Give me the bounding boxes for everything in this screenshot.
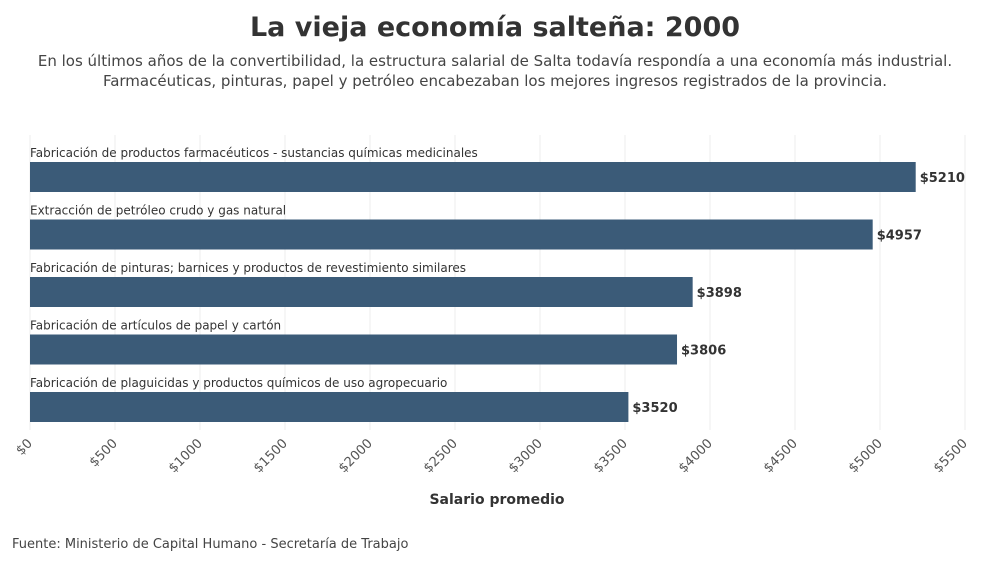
- bar: [30, 219, 873, 250]
- x-tick-label: $5000: [846, 436, 886, 476]
- category-label: Fabricación de plaguicidas y productos q…: [30, 376, 447, 390]
- category-label: Fabricación de artículos de papel y cart…: [30, 319, 281, 333]
- x-tick-label: $1500: [251, 436, 291, 476]
- category-label: Fabricación de pinturas; barnices y prod…: [30, 261, 466, 275]
- value-label: $3898: [697, 286, 742, 301]
- x-tick-label: $5500: [931, 436, 971, 476]
- category-label: Extracción de petróleo crudo y gas natur…: [30, 204, 286, 218]
- value-label: $3806: [681, 344, 726, 359]
- bar: [30, 277, 693, 307]
- value-label: $4957: [877, 229, 922, 244]
- bar: [30, 162, 916, 192]
- x-axis-title: Salario promedio: [429, 492, 564, 508]
- value-label: $5210: [920, 171, 965, 186]
- chart-title: La vieja economía salteña: 2000: [250, 12, 740, 43]
- x-tick-label: $2500: [421, 436, 461, 476]
- x-tick-label: $2000: [336, 436, 376, 476]
- x-tick-label: $0: [14, 436, 36, 458]
- x-tick-label: $4500: [761, 436, 801, 476]
- bar: [30, 334, 678, 365]
- x-tick-label: $3000: [506, 436, 546, 476]
- x-tick-label: $4000: [676, 436, 716, 476]
- x-tick-label: $1000: [166, 436, 206, 476]
- chart-subtitle: Farmacéuticas, pinturas, papel y petróle…: [103, 72, 887, 90]
- x-tick-label: $500: [87, 436, 121, 470]
- chart-subtitle: En los últimos años de la convertibilida…: [38, 52, 952, 70]
- x-tick-label: $3500: [591, 436, 631, 476]
- category-label: Fabricación de productos farmacéuticos -…: [30, 146, 478, 160]
- source-note: Fuente: Ministerio de Capital Humano - S…: [12, 537, 408, 552]
- value-label: $3520: [632, 401, 677, 416]
- bar: [30, 392, 629, 422]
